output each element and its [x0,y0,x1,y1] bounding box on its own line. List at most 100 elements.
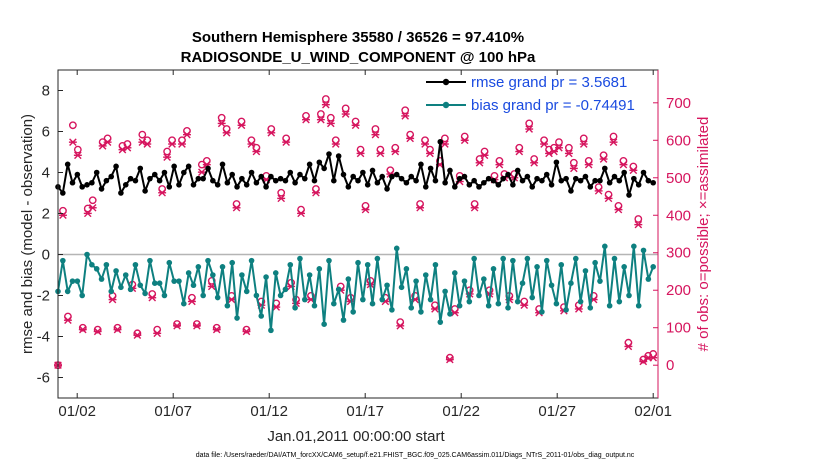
bias-point [514,298,521,305]
bias-point [132,261,139,268]
rmse-point [452,184,458,190]
obs-assimilated-marker [530,158,539,167]
bias-point [122,272,129,278]
rmse-point [181,169,187,176]
bias-point [364,261,371,268]
obs-assimilated-marker [371,130,380,139]
bias-point [572,255,579,262]
rmse-point [597,177,603,184]
bias-point [524,255,531,262]
obs-possible-marker [609,132,618,141]
obs-assimilated-marker [460,136,469,145]
rmse-point [413,177,419,184]
obs-possible-marker [569,158,578,167]
rmse-point [418,161,424,168]
obs-assimilated-marker [475,158,484,167]
bias-point [118,284,124,291]
rmse-point [495,182,502,188]
bias-point [461,278,468,284]
rmse-point [331,177,337,184]
x-tick-label: 01/17 [346,403,384,420]
bias-point [360,296,366,303]
x-tick-label: 02/01 [634,403,672,420]
rmse-point [132,177,139,184]
rmse-point [360,169,366,176]
obs-assimilated-marker [302,115,310,124]
bias-point [84,251,90,258]
bias-point [253,292,260,299]
rmse-point [93,169,100,176]
rmse-point [510,182,516,188]
bias-point [272,270,279,276]
bias-point [481,276,487,282]
bias-point [205,257,211,264]
rmse-point [268,173,274,180]
obs-assimilated-marker [624,342,633,351]
rmse-point [408,173,415,180]
bias-point [147,257,153,264]
obs-possible-marker [321,95,330,103]
bias-point [326,257,332,264]
obs-assimilated-marker [540,140,549,148]
rmse-point [553,159,560,166]
obs-assimilated-marker [222,128,231,137]
bias-point [69,278,76,284]
rmse-point [74,171,81,178]
obs-assimilated-marker [237,121,246,130]
obs-assimilated-marker [356,149,365,158]
obs-assimilated-marker [629,166,638,175]
bias-point [563,307,569,313]
obs-assimilated-marker [133,331,142,340]
bias-point [258,313,265,319]
obs-assimilated-marker [564,149,573,158]
rmse-point [577,177,584,184]
rmse-point [214,182,221,188]
rmse-point [606,179,613,186]
bias-point [374,255,381,262]
obs-assimilated-marker [178,140,186,148]
y-right-tick-label: 100 [666,320,691,337]
rmse-point [345,184,352,190]
rmse-point [282,177,289,184]
bias-point [355,259,361,266]
obs-assimilated-marker [197,168,206,176]
rmse-point [379,173,386,180]
rmse-point [471,177,477,184]
bias-point [587,305,594,311]
obs-assimilated-marker [163,153,172,161]
rmse-point [563,175,569,182]
obs-assimilated-marker [341,110,350,118]
rmse-point [224,179,231,186]
rmse-point [389,173,395,180]
y-right-tick-label: 600 [666,132,691,149]
bias-point [529,294,536,301]
obs-assimilated-marker [183,130,191,139]
obs-assimilated-marker [495,160,504,169]
bias-point [60,257,66,264]
bias-point [485,302,492,309]
bias-point [534,264,540,270]
rmse-point [171,163,177,170]
obs-possible-marker [579,134,588,143]
rmse-point [558,177,565,184]
bias-point [510,257,516,264]
bias-point [103,261,110,268]
rmse-point [326,151,332,157]
y-right-tick-label: 200 [666,282,691,299]
rmse-point [248,169,255,176]
obs-possible-marker [192,320,201,328]
rmse-point [185,163,192,170]
bias-point [171,278,177,284]
bias-point [393,245,400,252]
bias-point [297,255,303,262]
obs-assimilated-marker [321,100,330,109]
rmse-point [156,177,163,184]
rmse-point [529,184,536,190]
rmse-point [543,171,550,178]
rmse-point [393,171,400,178]
rmse-point [69,179,76,186]
rmse-point [481,179,487,186]
obs-assimilated-marker [63,316,72,325]
rmse-point [534,175,540,182]
bias-point [93,266,100,272]
